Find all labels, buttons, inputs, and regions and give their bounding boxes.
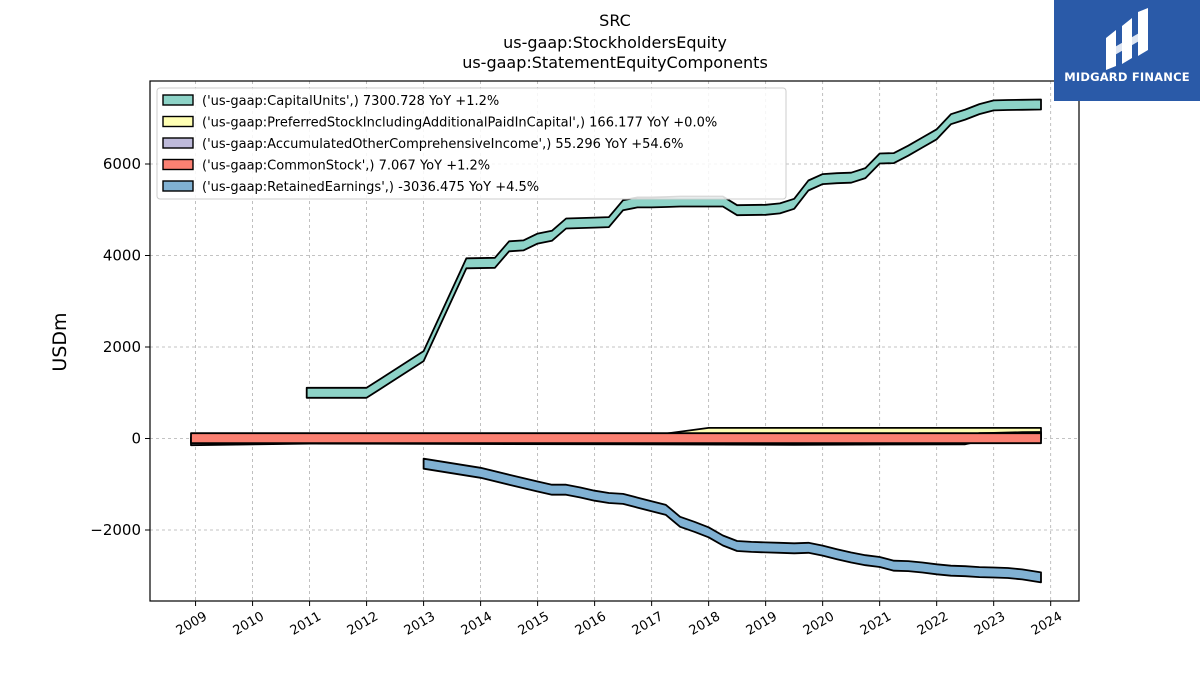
series-retained-earnings	[422, 457, 1042, 584]
legend-label: ('us-gaap:RetainedEarnings',) -3036.475 …	[202, 180, 539, 195]
x-tick-label: 2022	[915, 609, 951, 639]
x-tick-label: 2015	[516, 609, 552, 639]
legend-label: ('us-gaap:AccumulatedOtherComprehensiveI…	[202, 137, 683, 152]
legend-swatch	[162, 137, 194, 149]
x-tick-label: 2011	[288, 609, 324, 639]
legend-label: ('us-gaap:CapitalUnits',) 7300.728 YoY +…	[202, 94, 499, 109]
legend-label: ('us-gaap:CommonStock',) 7.067 YoY +1.2%	[202, 159, 490, 174]
x-tick-label: 2018	[687, 609, 723, 639]
x-tick-label: 2023	[972, 609, 1008, 639]
x-tick-label: 2013	[402, 609, 438, 639]
x-tick-label: 2020	[801, 609, 837, 639]
legend-label: ('us-gaap:PreferredStockIncludingAdditio…	[202, 116, 717, 131]
x-tick-label: 2016	[573, 609, 609, 639]
title-line-1: SRC	[599, 11, 631, 30]
legend-box	[156, 87, 787, 200]
logo-mark-icon	[1106, 8, 1148, 70]
y-tick-label: 4000	[103, 247, 141, 265]
midgard-finance-logo: MIDGARD FINANCE	[1054, 0, 1200, 101]
x-tick-label: 2021	[858, 609, 894, 639]
y-tick-label: 2000	[103, 338, 141, 356]
legend: ('us-gaap:CapitalUnits',) 7300.728 YoY +…	[156, 87, 787, 200]
x-tick-label: 2024	[1029, 609, 1065, 639]
legend-swatch	[162, 158, 194, 171]
series-common-stock	[190, 432, 1042, 445]
y-axis: −2000 0 2000 4000 6000	[90, 155, 150, 539]
x-tick-label: 2009	[174, 609, 210, 639]
y-tick-label: 6000	[103, 155, 141, 173]
series-areas	[190, 98, 1042, 584]
y-axis-label: USDm	[49, 312, 71, 371]
y-tick-label: 0	[131, 430, 141, 448]
x-tick-label: 2014	[459, 609, 495, 639]
x-axis: 2009 2010 2011 2012 2013 2014 2015 2016 2017 2018…	[174, 601, 1065, 639]
legend-swatch	[162, 115, 194, 128]
x-tick-label: 2010	[231, 609, 267, 639]
title-line-2: us-gaap:StockholdersEquity	[503, 33, 727, 52]
logo-text: MIDGARD FINANCE	[1064, 70, 1190, 84]
legend-swatch	[162, 94, 194, 106]
y-tick-label: −2000	[90, 521, 141, 539]
title-line-3: us-gaap:StatementEquityComponents	[462, 53, 768, 72]
x-tick-label: 2017	[630, 609, 666, 639]
chart-title: SRC us-gaap:StockholdersEquity us-gaap:S…	[462, 11, 768, 72]
plot-frame	[149, 80, 1080, 602]
x-tick-label: 2012	[345, 609, 381, 639]
x-tick-label: 2019	[744, 609, 780, 639]
legend-swatch	[162, 180, 194, 192]
